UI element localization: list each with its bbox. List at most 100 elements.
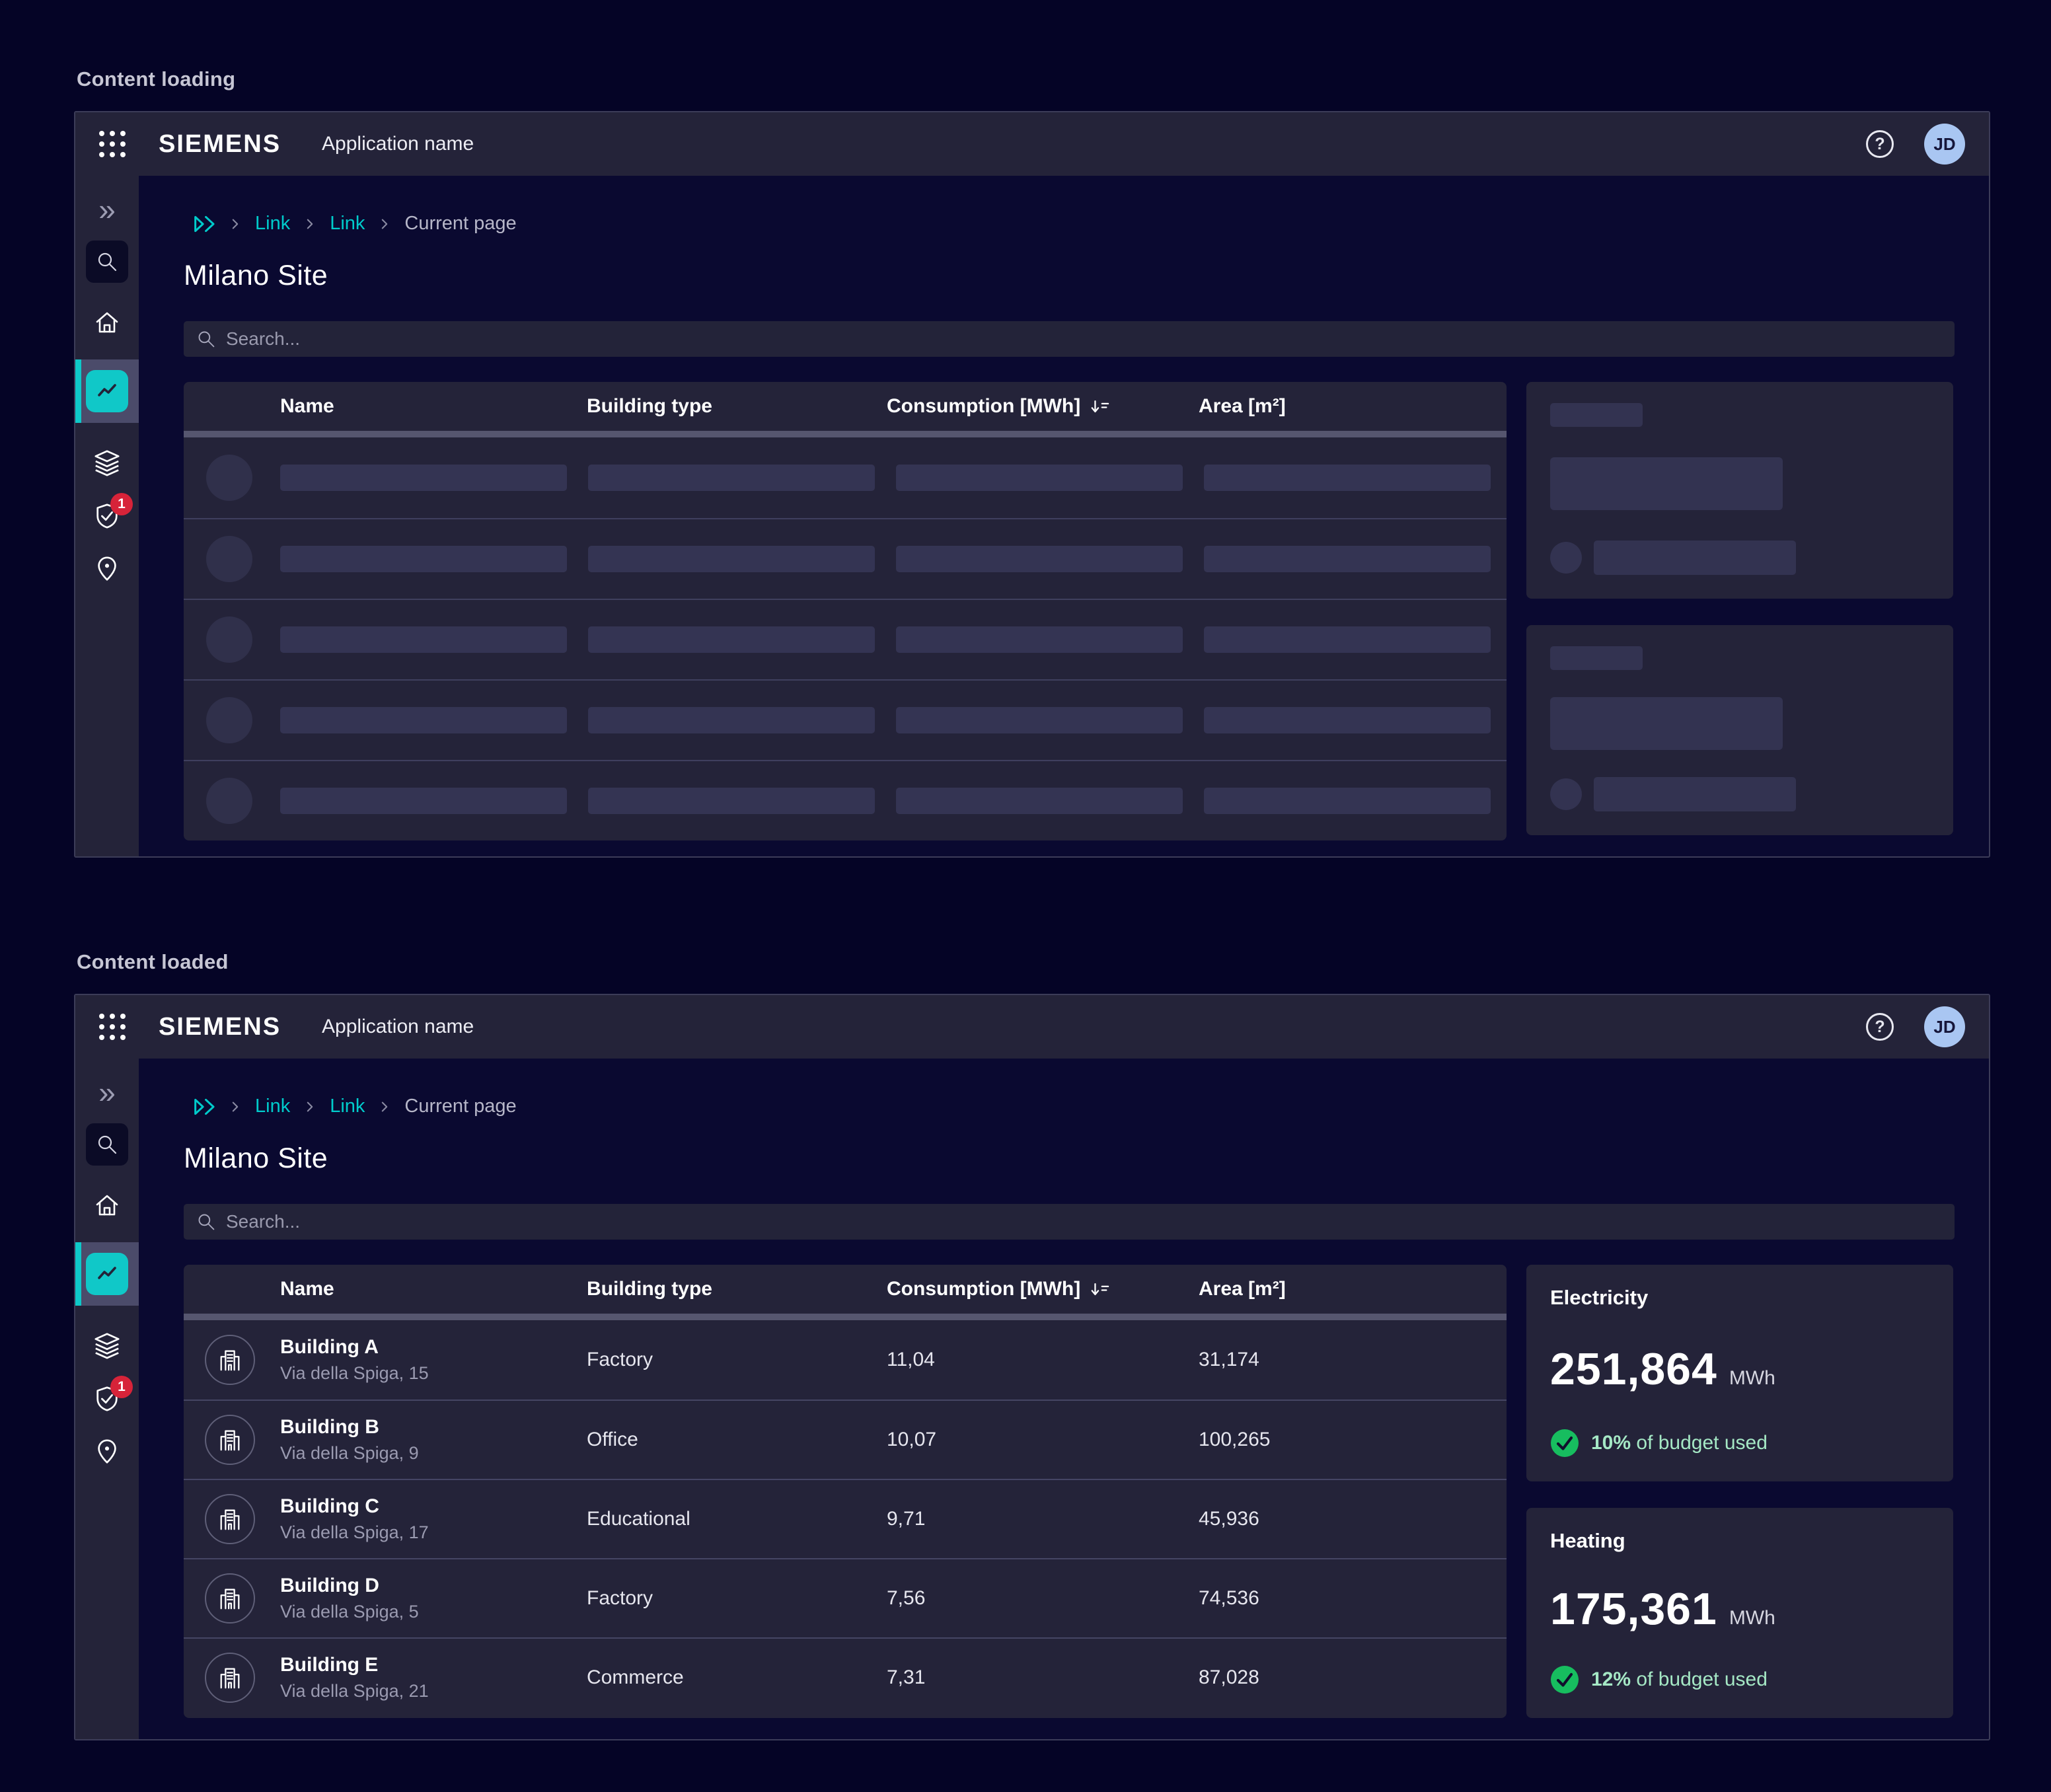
kpi-title: Heating: [1550, 1529, 1625, 1552]
building-name: Building D: [280, 1575, 379, 1596]
user-avatar[interactable]: JD: [1924, 1006, 1965, 1047]
sidebar-item-security[interactable]: 1: [93, 1376, 133, 1413]
notification-badge: 1: [110, 1376, 133, 1398]
building-name: Building C: [280, 1495, 379, 1517]
kpi-value: 175,361: [1550, 1584, 1717, 1634]
budget-text: of budget used: [1631, 1668, 1768, 1690]
column-header-type[interactable]: Building type: [587, 1278, 712, 1300]
breadcrumb: Link Link Current page: [192, 213, 1955, 235]
home-icon: [96, 1195, 118, 1216]
building-name: Building E: [280, 1654, 379, 1676]
building-type: Factory: [587, 1587, 653, 1609]
brand-logo: SIEMENS: [159, 1012, 281, 1041]
sidebar-item-location[interactable]: [93, 1438, 121, 1466]
building-name: Building B: [280, 1416, 379, 1438]
table-row[interactable]: Building D Via della Spiga, 5 Factory 7,5…: [184, 1558, 1507, 1637]
sidebar-item-home[interactable]: [93, 1191, 122, 1220]
table-header-divider: [184, 431, 1507, 437]
sidebar-item-analytics-active[interactable]: [75, 1242, 139, 1306]
active-indicator: [75, 1242, 81, 1306]
building-type: Commerce: [587, 1666, 684, 1688]
building-type: Factory: [587, 1349, 653, 1370]
search-bar[interactable]: [184, 1204, 1955, 1240]
user-avatar[interactable]: JD: [1924, 124, 1965, 165]
sort-descending-icon: [1091, 1283, 1109, 1295]
sidebar-item-analytics-active[interactable]: [75, 359, 139, 423]
chevron-right-icon: [382, 1101, 388, 1111]
chart-icon: [86, 1253, 128, 1295]
sidebar-expand-icon[interactable]: »: [98, 1075, 116, 1109]
building-address: Via della Spiga, 9: [280, 1443, 419, 1463]
breadcrumb-root-icon[interactable]: [192, 1097, 215, 1117]
building-consumption: 7,31: [887, 1666, 926, 1688]
app-switcher-icon[interactable]: [99, 131, 126, 157]
search-input[interactable]: [226, 1211, 1941, 1232]
building-area: 74,536: [1199, 1587, 1259, 1609]
sidebar-item-search[interactable]: [86, 241, 128, 283]
skeleton-row: [184, 679, 1507, 760]
building-area: 87,028: [1199, 1666, 1259, 1688]
column-header-type[interactable]: Building type: [587, 395, 712, 417]
building-icon: [205, 1335, 255, 1385]
kpi-card-skeleton: [1526, 625, 1953, 835]
sidebar-item-home[interactable]: [93, 308, 122, 337]
sidebar-expand-icon[interactable]: »: [98, 192, 116, 227]
kpi-value: 251,864: [1550, 1344, 1717, 1394]
kpi-card-skeleton: [1526, 382, 1953, 599]
budget-percent: 12%: [1591, 1668, 1631, 1690]
table-row[interactable]: Building A Via della Spiga, 15 Factory 11…: [184, 1320, 1507, 1400]
breadcrumb-link[interactable]: Link: [330, 213, 365, 234]
column-header-name[interactable]: Name: [280, 395, 334, 417]
building-consumption: 7,56: [887, 1587, 926, 1609]
skeleton-row: [184, 599, 1507, 679]
page-title: Milano Site: [184, 260, 328, 291]
app-switcher-icon[interactable]: [99, 1014, 126, 1040]
column-header-area[interactable]: Area [m²]: [1199, 395, 1286, 417]
app-header: SIEMENS Application name ? JD: [75, 112, 1989, 176]
check-circle-icon: [1551, 1429, 1579, 1457]
map-pin-icon: [98, 556, 116, 581]
application-name: Application name: [322, 1016, 474, 1037]
search-icon: [198, 1214, 215, 1230]
sidebar-item-layers[interactable]: [93, 1331, 122, 1360]
kpi-unit: MWh: [1729, 1607, 1775, 1629]
search-bar[interactable]: [184, 321, 1955, 357]
column-header-name[interactable]: Name: [280, 1278, 334, 1300]
search-icon: [98, 252, 117, 272]
sidebar-item-search[interactable]: [86, 1123, 128, 1166]
sidebar-item-security[interactable]: 1: [93, 493, 133, 530]
table-row[interactable]: Building C Via della Spiga, 17 Educationa…: [184, 1479, 1507, 1558]
sidebar-item-location[interactable]: [93, 555, 121, 583]
help-icon[interactable]: ?: [1866, 130, 1894, 158]
column-header-consumption[interactable]: Consumption [MWh]: [887, 1278, 1199, 1300]
table-row[interactable]: Building E Via della Spiga, 21 Commerce 7…: [184, 1637, 1507, 1717]
breadcrumb-root-icon[interactable]: [192, 214, 215, 234]
buildings-table-loading: Name Building type Consumption [MWh] Are…: [184, 382, 1507, 840]
budget-status: 10% of budget used: [1550, 1429, 1929, 1458]
breadcrumb-link[interactable]: Link: [255, 213, 291, 234]
home-icon: [96, 312, 118, 333]
help-icon[interactable]: ?: [1866, 1013, 1894, 1041]
breadcrumb-link[interactable]: Link: [330, 1096, 365, 1117]
sidebar: » 1: [75, 1059, 139, 1739]
brand-logo: SIEMENS: [159, 130, 281, 158]
budget-text: of budget used: [1631, 1432, 1768, 1454]
column-header-consumption[interactable]: Consumption [MWh]: [887, 395, 1199, 418]
table-row[interactable]: Building B Via della Spiga, 9 Office 10,0…: [184, 1400, 1507, 1479]
search-input[interactable]: [226, 328, 1941, 350]
breadcrumb-link[interactable]: Link: [255, 1096, 291, 1117]
breadcrumb-current: Current page: [404, 213, 517, 234]
shield-check-icon: [96, 504, 118, 529]
section-label-loaded: Content loaded: [77, 950, 229, 973]
sidebar-item-layers[interactable]: [93, 448, 122, 477]
column-header-area[interactable]: Area [m²]: [1199, 1278, 1286, 1300]
building-address: Via della Spiga, 15: [280, 1363, 429, 1383]
budget-percent: 10%: [1591, 1432, 1631, 1454]
layers-icon: [94, 1333, 120, 1359]
sidebar: » 1: [75, 176, 139, 856]
skeleton-row: [184, 437, 1507, 518]
application-name: Application name: [322, 133, 474, 155]
building-consumption: 9,71: [887, 1508, 926, 1530]
kpi-card-heating: Heating 175,361 MWh 12% of budget used: [1526, 1508, 1953, 1718]
building-address: Via della Spiga, 5: [280, 1602, 419, 1622]
